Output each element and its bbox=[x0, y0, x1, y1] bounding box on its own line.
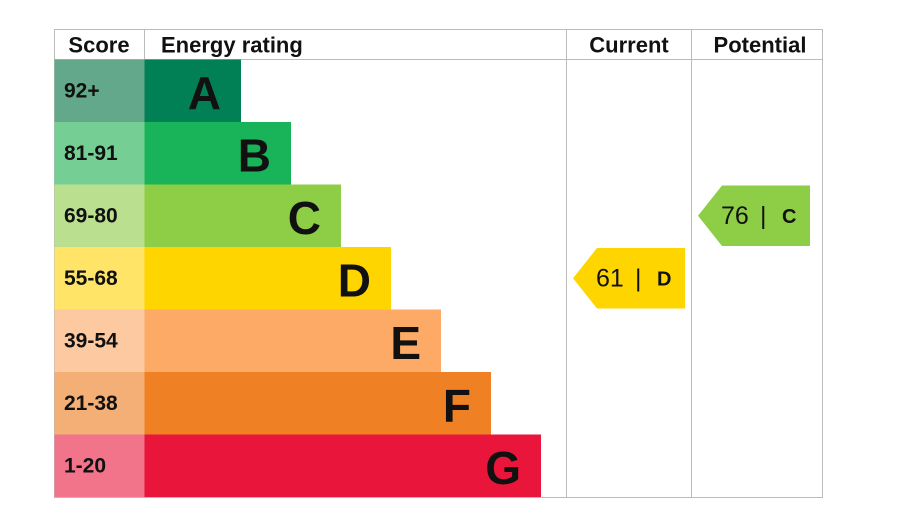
band-bar bbox=[144, 59, 241, 122]
band-letter: B bbox=[238, 129, 271, 181]
score-cell bbox=[54, 59, 145, 122]
band-letter: F bbox=[443, 379, 471, 431]
header-energy-rating: Energy rating bbox=[161, 33, 303, 58]
band-score: 92+ bbox=[64, 79, 100, 102]
band-score: 39-54 bbox=[64, 329, 118, 352]
score-cell bbox=[54, 434, 145, 497]
band-bar bbox=[144, 372, 491, 435]
band-letter: C bbox=[288, 192, 321, 244]
score-cell bbox=[54, 309, 145, 372]
band-bar bbox=[144, 122, 291, 185]
header-score: Score bbox=[68, 33, 129, 58]
band-score: 69-80 bbox=[64, 204, 118, 227]
band-bar bbox=[144, 309, 441, 372]
score-cell bbox=[54, 247, 145, 310]
band-letter: E bbox=[390, 317, 421, 369]
band-score: 55-68 bbox=[64, 267, 118, 290]
indicator-score: 61 bbox=[596, 264, 624, 292]
indicator-score: 76 bbox=[721, 202, 749, 230]
header-current: Current bbox=[589, 33, 669, 58]
indicator-separator: | bbox=[635, 264, 642, 292]
band-score: 1-20 bbox=[64, 454, 106, 477]
score-cell bbox=[54, 184, 145, 247]
band-letter: G bbox=[485, 442, 521, 494]
band-score: 21-38 bbox=[64, 392, 118, 415]
band-bar bbox=[144, 247, 391, 310]
indicator-separator: | bbox=[760, 202, 767, 230]
indicator-rating: C bbox=[782, 206, 796, 228]
current-indicator: 61 | D bbox=[573, 248, 685, 309]
band-letter: A bbox=[188, 67, 221, 119]
band-score: 81-91 bbox=[64, 142, 118, 165]
band-bar bbox=[144, 184, 341, 247]
header-potential: Potential bbox=[714, 33, 807, 58]
band-bar bbox=[144, 434, 541, 497]
indicator-rating: D bbox=[657, 268, 671, 290]
potential-indicator: 76 | C bbox=[698, 185, 810, 246]
arrow bbox=[573, 248, 685, 309]
score-cell bbox=[54, 122, 145, 185]
band-letter: D bbox=[338, 254, 371, 306]
score-cell bbox=[54, 372, 145, 435]
arrow bbox=[698, 185, 810, 246]
